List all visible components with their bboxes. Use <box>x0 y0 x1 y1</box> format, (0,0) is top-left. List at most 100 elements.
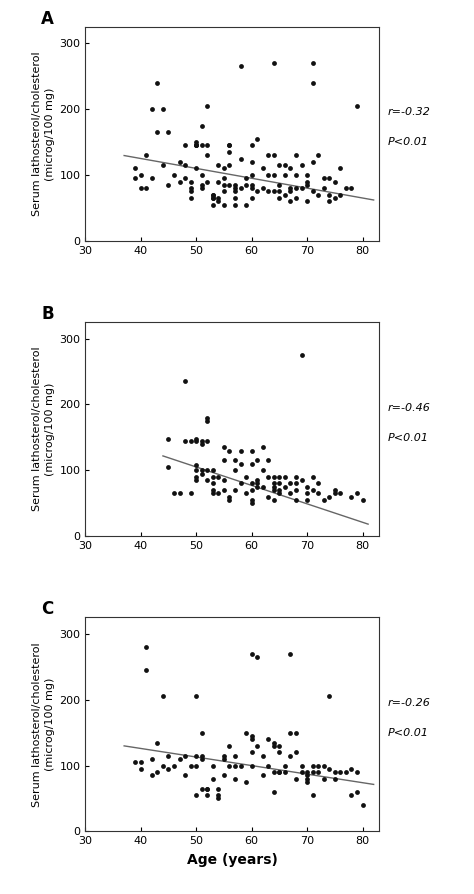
Point <box>203 463 211 477</box>
Point <box>237 59 245 73</box>
Point <box>331 486 338 501</box>
Point <box>215 194 222 208</box>
Point <box>314 188 322 202</box>
Point <box>203 410 211 425</box>
Point <box>270 469 278 484</box>
Point <box>287 748 294 763</box>
Point <box>209 477 217 491</box>
Point <box>192 135 200 149</box>
Point <box>203 148 211 163</box>
Point <box>292 772 300 786</box>
Point <box>203 414 211 428</box>
Point <box>215 469 222 484</box>
Point <box>292 746 300 760</box>
Point <box>209 190 217 205</box>
Point <box>198 181 206 195</box>
Point <box>287 194 294 208</box>
Point <box>164 748 172 763</box>
Point <box>182 139 189 153</box>
Point <box>281 479 289 493</box>
Point <box>192 689 200 704</box>
Point <box>226 758 233 772</box>
Point <box>248 493 255 507</box>
Point <box>231 184 239 198</box>
Point <box>281 158 289 173</box>
Point <box>281 765 289 780</box>
Point <box>182 434 189 448</box>
Point <box>292 483 300 497</box>
Point <box>148 102 155 116</box>
Point <box>314 758 322 772</box>
Point <box>220 748 228 763</box>
Point <box>309 758 317 772</box>
Point <box>275 184 283 198</box>
Point <box>254 131 261 146</box>
Point <box>254 473 261 487</box>
Point <box>242 198 250 212</box>
Point <box>242 178 250 192</box>
Point <box>187 486 194 501</box>
Point <box>154 765 161 780</box>
Point <box>298 473 305 487</box>
Point <box>203 98 211 113</box>
Point <box>264 184 272 198</box>
Point <box>192 748 200 763</box>
Point <box>154 736 161 750</box>
Point <box>231 463 239 477</box>
Point <box>248 178 255 192</box>
Point <box>192 469 200 484</box>
Point <box>143 640 150 654</box>
Point <box>220 161 228 175</box>
Point <box>270 148 278 163</box>
Point <box>292 168 300 182</box>
Point <box>270 736 278 750</box>
Point <box>248 477 255 491</box>
Point <box>275 765 283 780</box>
Point <box>264 168 272 182</box>
Point <box>292 181 300 195</box>
Point <box>182 748 189 763</box>
Point <box>198 437 206 451</box>
Text: P<0.01: P<0.01 <box>388 433 429 443</box>
Point <box>337 188 344 202</box>
Point <box>270 493 278 507</box>
Point <box>281 758 289 772</box>
Point <box>192 139 200 153</box>
Point <box>242 486 250 501</box>
Point <box>164 125 172 139</box>
Point <box>198 139 206 153</box>
Point <box>148 171 155 185</box>
Point <box>342 181 350 195</box>
Point <box>209 772 217 786</box>
Point <box>287 486 294 501</box>
Point <box>248 168 255 182</box>
Point <box>192 434 200 448</box>
Point <box>270 184 278 198</box>
Point <box>192 458 200 472</box>
Point <box>292 190 300 205</box>
Point <box>254 738 261 753</box>
Point <box>137 755 145 770</box>
Point <box>192 758 200 772</box>
Point <box>248 181 255 195</box>
Point <box>342 765 350 780</box>
Point <box>248 496 255 510</box>
Point <box>198 118 206 132</box>
Point <box>326 689 333 704</box>
Point <box>326 194 333 208</box>
Point <box>237 457 245 471</box>
Point <box>187 174 194 189</box>
Point <box>192 463 200 477</box>
Point <box>187 758 194 772</box>
Point <box>231 198 239 212</box>
Point <box>182 171 189 185</box>
Point <box>209 486 217 501</box>
Point <box>303 178 311 192</box>
Point <box>187 190 194 205</box>
Point <box>270 785 278 799</box>
Point <box>259 463 266 477</box>
Point <box>154 125 161 139</box>
Point <box>198 467 206 481</box>
Point <box>248 646 255 661</box>
Point <box>303 194 311 208</box>
